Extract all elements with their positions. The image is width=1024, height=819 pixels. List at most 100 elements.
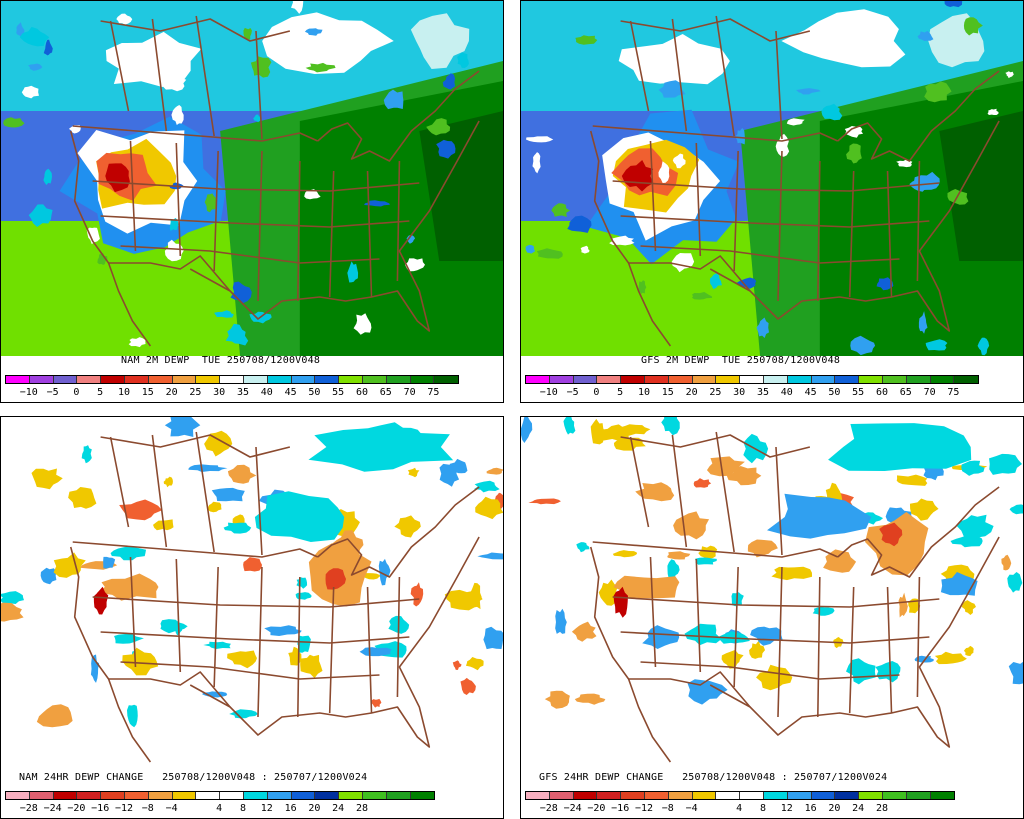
scale-swatch <box>906 792 931 799</box>
scale-swatch <box>220 376 244 383</box>
color-scale-labels: −28 −24 −20 −16 −12 −8 −4 4 8 12 16 20 24 28 <box>5 803 433 815</box>
scale-swatch <box>573 376 598 383</box>
scale-tick-label: −10 <box>19 387 38 398</box>
scale-tick-label: 55 <box>332 387 345 398</box>
scale-tick-label: 45 <box>804 387 817 398</box>
scale-swatch <box>148 792 173 799</box>
scale-tick-label: 60 <box>875 387 889 398</box>
scale-swatch <box>882 376 907 383</box>
scale-tick-label: 35 <box>236 387 250 398</box>
scale-swatch <box>53 376 78 383</box>
scale-tick-label: −5 <box>46 387 59 398</box>
scale-swatch <box>53 792 78 799</box>
scale-swatch <box>859 792 883 799</box>
scale-swatch <box>315 376 340 383</box>
dewpoint-map <box>1 1 503 356</box>
scale-swatch <box>740 792 764 799</box>
scale-tick-label: 65 <box>899 387 912 398</box>
scale-tick-label: 75 <box>947 387 960 398</box>
scale-swatch <box>243 376 268 383</box>
scale-swatch <box>740 376 764 383</box>
scale-tick-label: 4 <box>216 803 223 814</box>
scale-tick-label: 60 <box>355 387 369 398</box>
dewpoint-map <box>521 1 1023 356</box>
scale-tick-label: 15 <box>141 387 154 398</box>
color-scale-bar <box>5 375 460 384</box>
scale-tick-label: 10 <box>637 387 651 398</box>
scale-tick-label: 20 <box>308 803 321 814</box>
panel-caption: NAM 2M DEWP TUE 250708/1200V048 <box>121 355 321 366</box>
scale-swatch <box>811 792 836 799</box>
scale-swatch <box>362 376 387 383</box>
scale-swatch <box>573 792 598 799</box>
scale-swatch <box>787 792 812 799</box>
scale-tick-label: 25 <box>189 387 202 398</box>
panel-caption: GFS 24HR DEWP CHANGE 250708/1200V048 : 2… <box>539 772 888 783</box>
scale-swatch <box>692 792 717 799</box>
scale-swatch <box>597 376 622 383</box>
scale-swatch <box>644 376 669 383</box>
scale-swatch <box>716 376 741 383</box>
scale-tick-label: 5 <box>617 387 624 398</box>
scale-tick-label: 25 <box>709 387 722 398</box>
scale-swatch <box>763 792 788 799</box>
scale-tick-label: −16 <box>91 803 110 814</box>
scale-tick-label: 50 <box>308 387 321 398</box>
panel-gfs-change: GFS 24HR DEWP CHANGE 250708/1200V048 : 2… <box>520 416 1024 819</box>
scale-swatch <box>267 792 292 799</box>
scale-swatch <box>291 792 316 799</box>
scale-swatch <box>930 376 955 383</box>
scale-swatch <box>668 376 693 383</box>
scale-swatch <box>410 376 435 383</box>
scale-tick-label: 12 <box>780 803 793 814</box>
scale-tick-label: 30 <box>213 387 226 398</box>
scale-swatch <box>172 376 197 383</box>
scale-swatch <box>315 792 340 799</box>
scale-tick-label: −16 <box>611 803 630 814</box>
scale-swatch <box>291 376 316 383</box>
scale-tick-label: 40 <box>780 387 793 398</box>
scale-swatch <box>668 792 693 799</box>
scale-swatch <box>954 376 979 383</box>
scale-tick-label: 12 <box>260 803 273 814</box>
political-borders <box>69 431 480 763</box>
scale-swatch <box>434 376 459 383</box>
scale-swatch <box>621 792 645 799</box>
scale-tick-label: 24 <box>332 803 345 814</box>
scale-swatch <box>29 792 54 799</box>
scale-tick-label: −24 <box>563 803 582 814</box>
scale-tick-label: −20 <box>67 803 86 814</box>
panel-nam-change: NAM 24HR DEWP CHANGE 250708/1200V048 : 2… <box>0 416 504 819</box>
scale-tick-label: 15 <box>661 387 674 398</box>
scale-swatch <box>101 376 125 383</box>
scale-tick-label: −8 <box>661 803 674 814</box>
scale-swatch <box>124 376 149 383</box>
scale-tick-label: 8 <box>239 803 247 814</box>
scale-swatch <box>526 792 550 799</box>
scale-swatch <box>362 792 387 799</box>
scale-swatch <box>220 792 244 799</box>
scale-swatch <box>763 376 788 383</box>
scale-tick-label: 24 <box>852 803 865 814</box>
dewpoint-change-map <box>1 417 503 772</box>
scale-swatch <box>386 376 411 383</box>
scale-swatch <box>77 376 102 383</box>
scale-tick-label: −4 <box>165 803 178 814</box>
scale-swatch <box>835 792 860 799</box>
scale-tick-label: 75 <box>427 387 440 398</box>
scale-tick-label: −12 <box>114 803 134 814</box>
scale-tick-label: −28 <box>539 803 558 814</box>
scale-swatch <box>196 376 221 383</box>
political-borders <box>589 15 1000 347</box>
scale-swatch <box>882 792 907 799</box>
scale-swatch <box>6 376 30 383</box>
scale-swatch <box>267 376 292 383</box>
scale-swatch <box>386 792 411 799</box>
scale-tick-label: 20 <box>828 803 841 814</box>
scale-swatch <box>930 792 955 799</box>
scale-tick-label: 55 <box>852 387 865 398</box>
scale-tick-label: 4 <box>736 803 743 814</box>
scale-tick-label: −5 <box>566 387 579 398</box>
scale-swatch <box>597 792 622 799</box>
scale-tick-label: 16 <box>804 803 817 814</box>
